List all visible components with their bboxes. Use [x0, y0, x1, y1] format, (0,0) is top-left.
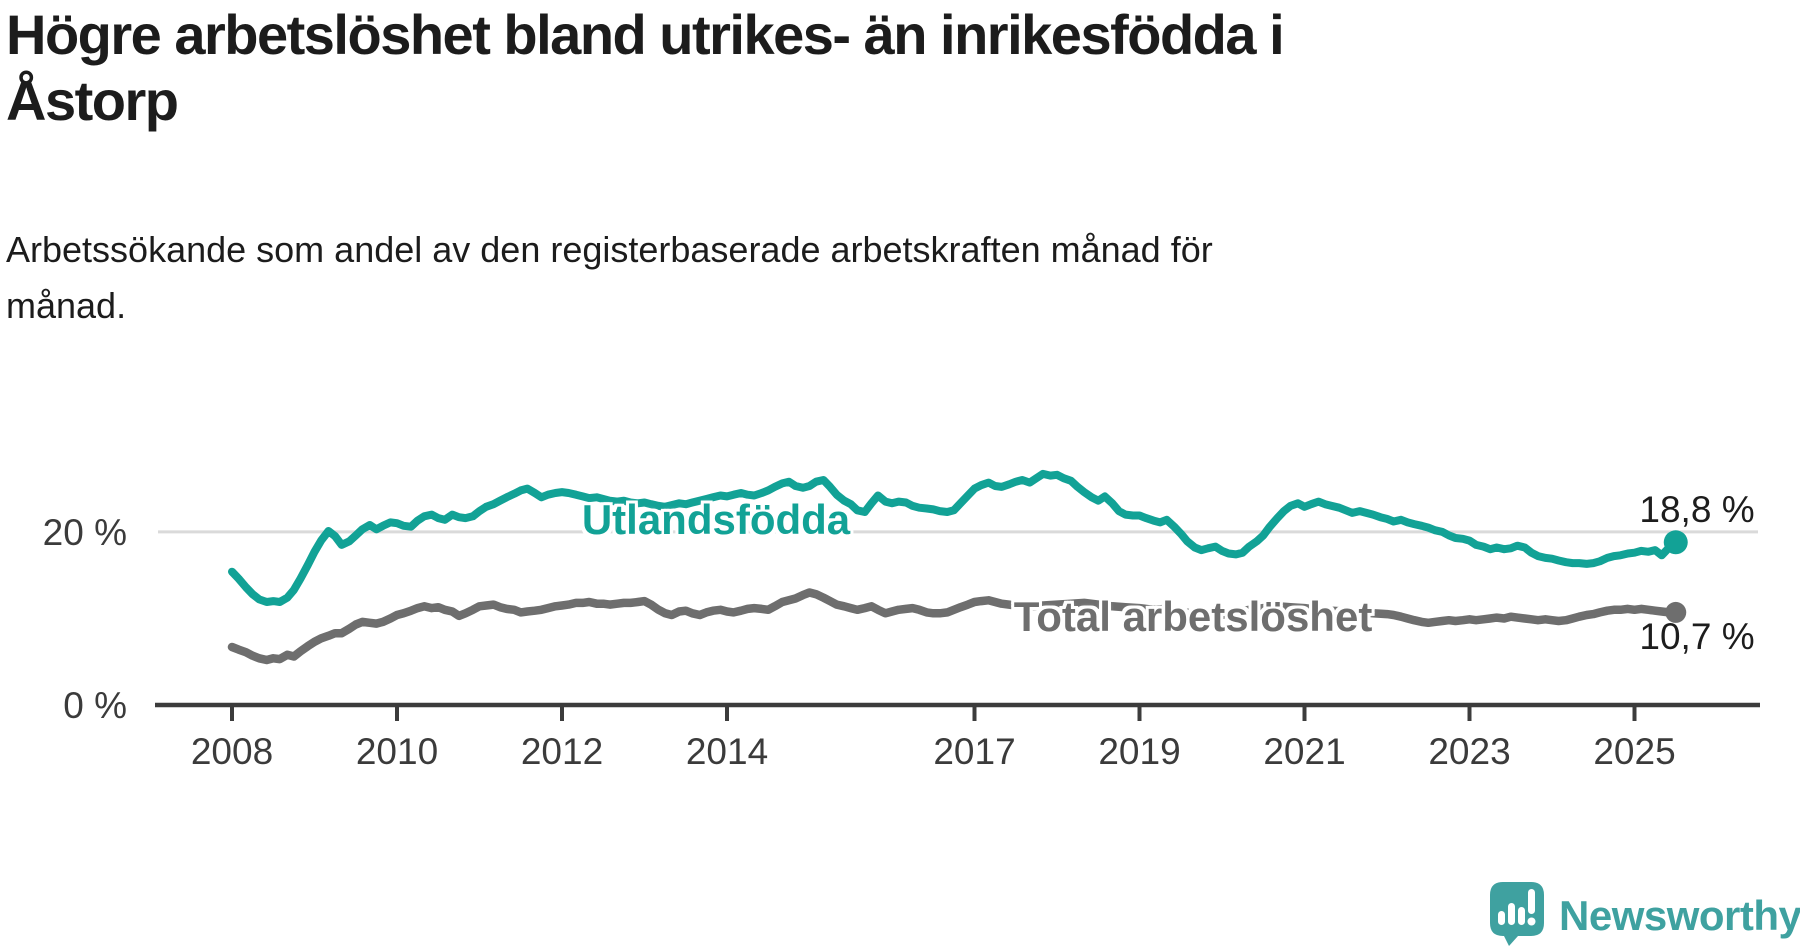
x-tick-label-2021: 2021 [1263, 731, 1345, 772]
y-axis-label-20: 20 % [43, 512, 127, 553]
x-tick-label-2023: 2023 [1428, 731, 1510, 772]
title-line-2: Åstorp [6, 69, 179, 132]
series-line-utlandsfodda [228, 469, 1680, 606]
series-label-total-arbetsloshet: Total arbetslöshet [1013, 593, 1373, 640]
newsworthy-logo-text: Newsworthy [1559, 892, 1800, 939]
end-dot-utlandsfodda [1663, 530, 1688, 555]
x-tick-label-2017: 2017 [933, 731, 1015, 772]
newsworthy-logo-icon [1490, 881, 1544, 948]
page-title: Högre arbetslöshet bland utrikes- än inr… [6, 2, 1606, 134]
x-tick-label-2014: 2014 [686, 731, 768, 772]
subtitle-line-2: månad. [6, 285, 127, 326]
series-line-total-arbetsloshet [227, 588, 1681, 665]
y-axis-label-0: 0 % [63, 685, 127, 726]
end-dot-total-arbetsloshet [1665, 601, 1687, 623]
series-label-utlandsfodda: Utlandsfödda [581, 496, 851, 543]
x-tick-label-2012: 2012 [521, 731, 603, 772]
newsworthy-logo: Newsworthy [1490, 881, 1800, 948]
end-value-label-total-arbetsloshet: 10,7 % [1639, 616, 1755, 657]
x-tick-label-2019: 2019 [1098, 731, 1180, 772]
x-tick-label-2010: 2010 [356, 731, 438, 772]
subtitle-line-1: Arbetssökande som andel av den registerb… [6, 229, 1213, 270]
chart-subtitle: Arbetssökande som andel av den registerb… [6, 222, 1506, 334]
x-tick-label-2025: 2025 [1593, 731, 1675, 772]
title-line-1: Högre arbetslöshet bland utrikes- än inr… [6, 3, 1285, 66]
end-value-label-utlandsfodda: 18,8 % [1639, 489, 1755, 530]
x-tick-label-2008: 2008 [191, 731, 273, 772]
